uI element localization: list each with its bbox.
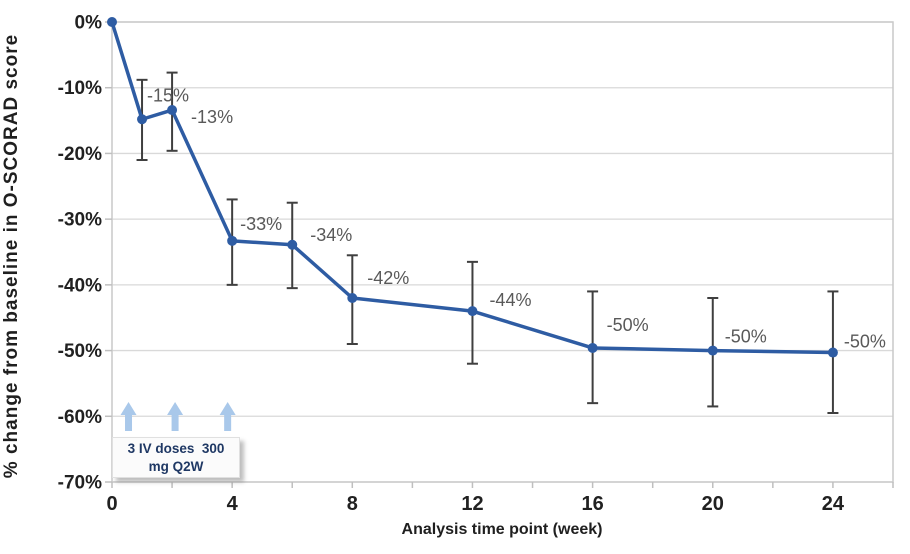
- y-tick-label: -10%: [58, 78, 102, 99]
- data-point-marker: [137, 114, 148, 125]
- data-point-marker: [587, 342, 598, 353]
- data-point-marker: [107, 17, 117, 27]
- x-tick-label: 8: [347, 493, 358, 515]
- data-point-marker: [707, 345, 718, 356]
- x-axis-title: Analysis time point (week): [401, 521, 603, 538]
- dose-arrow-icon: [120, 402, 137, 431]
- plot-border: [111, 21, 894, 483]
- data-label: -44%: [489, 290, 531, 310]
- y-tick-label: -20%: [58, 144, 102, 165]
- data-label: -50%: [607, 315, 649, 335]
- x-tick-label: 12: [461, 493, 483, 515]
- data-point-marker: [287, 239, 298, 250]
- dose-annotation-box: 3 IV doses 300 mg Q2W: [112, 437, 240, 478]
- data-label: -15%: [147, 85, 189, 105]
- y-tick-label: -70%: [58, 473, 102, 494]
- data-point-marker: [467, 306, 478, 317]
- data-label: -50%: [725, 327, 767, 347]
- data-point-marker: [227, 235, 238, 246]
- dose-annotation-line1: 3 IV doses 300: [127, 440, 225, 456]
- data-label: -50%: [844, 332, 886, 352]
- x-tick-label: 16: [581, 493, 603, 515]
- data-label: -34%: [310, 225, 352, 245]
- dose-annotation-line2: mg Q2W: [148, 458, 204, 474]
- data-label: -42%: [367, 268, 409, 288]
- dose-arrow-icon: [219, 402, 236, 431]
- data-point-marker: [827, 347, 838, 358]
- data-point-marker: [347, 293, 358, 303]
- y-axis-title: % change from baseline in O-SCORAD score: [1, 33, 22, 479]
- data-label: -33%: [240, 214, 282, 234]
- x-tick-label: 4: [227, 493, 239, 515]
- y-tick-label: -40%: [58, 275, 102, 296]
- x-tick-label: 0: [106, 493, 117, 515]
- series-line: [110, 20, 835, 355]
- y-tick-label: -30%: [58, 210, 102, 231]
- x-tick-label: 24: [822, 493, 845, 515]
- dose-arrow-icon: [167, 402, 184, 431]
- y-tick-label: -60%: [58, 407, 102, 428]
- y-tick-label: -50%: [58, 341, 102, 362]
- data-label: -13%: [191, 107, 233, 127]
- y-tick-label: 0%: [75, 13, 103, 34]
- data-point-marker: [167, 105, 178, 116]
- x-tick-label: 20: [702, 493, 724, 515]
